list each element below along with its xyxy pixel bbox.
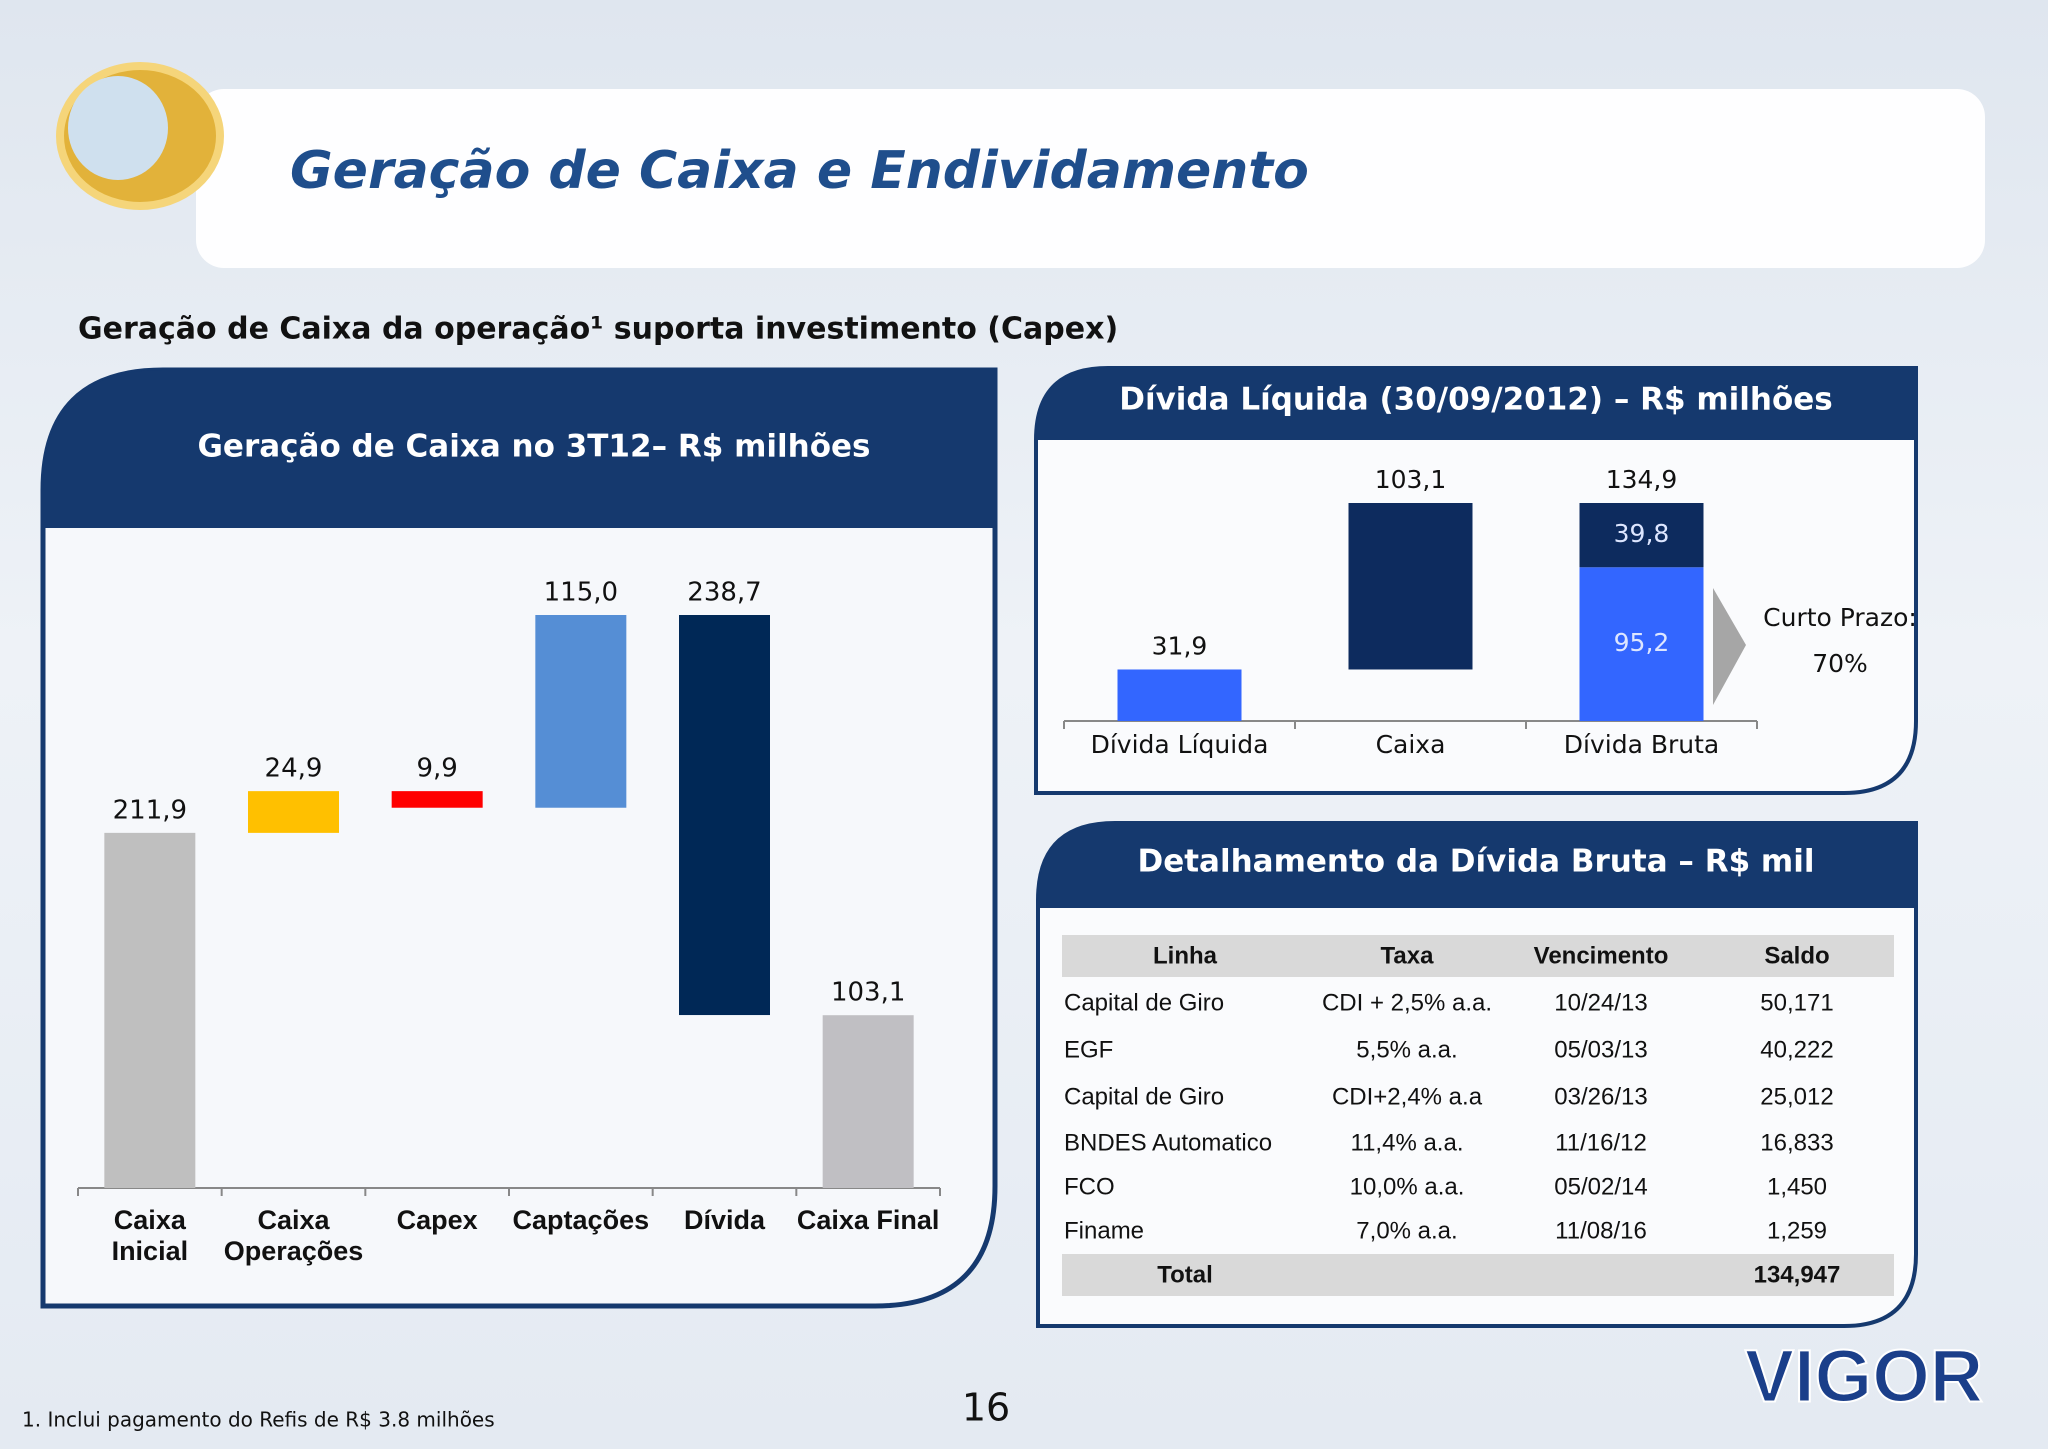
table-total-label: Total (1157, 1261, 1213, 1288)
table-cell: 03/26/13 (1554, 1083, 1647, 1110)
table-header: Saldo (1764, 942, 1829, 969)
value-label: 9,9 (416, 754, 457, 784)
table-cell: 05/03/13 (1554, 1036, 1647, 1063)
slide-title: Geração de Caixa e Endividamento (290, 141, 1309, 201)
table-header-bg (1062, 935, 1894, 977)
table-title: Detalhamento da Dívida Bruta – R$ mil (1137, 844, 1814, 880)
left-panel-header (43, 370, 995, 528)
annotation-label: Curto Prazo: (1763, 603, 1917, 632)
table-cell: 1,450 (1767, 1173, 1827, 1200)
bar (1579, 503, 1704, 568)
value-label: 95,2 (1614, 628, 1670, 657)
value-label: 103,1 (1375, 465, 1447, 494)
table-cell: BNDES Automatico (1064, 1129, 1272, 1156)
value-label: 39,8 (1614, 519, 1670, 548)
annotation-arrow (1713, 588, 1746, 705)
chart-title: Geração de Caixa no 3T12– R$ milhões (197, 429, 870, 465)
table-cell: EGF (1064, 1036, 1113, 1063)
chart-title: Dívida Líquida (30/09/2012) – R$ milhões (1119, 382, 1833, 418)
table-header: Vencimento (1534, 942, 1669, 969)
table-header: Taxa (1381, 942, 1435, 969)
bar (1117, 669, 1242, 721)
x-tick-label: Dívida Líquida (1091, 730, 1269, 759)
bar (1348, 503, 1473, 670)
bar (248, 791, 339, 833)
value-label: 24,9 (265, 754, 323, 784)
value-label: 211,9 (113, 795, 187, 825)
bar (535, 615, 627, 808)
total-label: 134,9 (1606, 465, 1678, 494)
x-tick-label: Capex (396, 1205, 478, 1235)
table-cell: 7,0% a.a. (1356, 1217, 1457, 1244)
x-tick-label: Dívida Bruta (1564, 730, 1719, 759)
right-bottom-header (1038, 823, 1916, 908)
table-cell: 10/24/13 (1554, 989, 1647, 1016)
table-cell: 10,0% a.a. (1350, 1173, 1465, 1200)
table-cell: 50,171 (1760, 989, 1833, 1016)
table-cell: 11,4% a.a. (1351, 1129, 1464, 1156)
annotation-value: 70% (1812, 649, 1868, 678)
table-cell: 5,5% a.a. (1356, 1036, 1457, 1063)
x-tick-label: Caixa Inicial (111, 1205, 189, 1266)
bar (104, 832, 196, 1188)
table-cell: 1,259 (1767, 1217, 1827, 1244)
logo: VIGOR (1745, 1335, 1983, 1418)
x-tick-label: Dívida (683, 1205, 766, 1235)
table-cell: Capital de Giro (1064, 989, 1224, 1016)
table-cell: CDI+2,4% a.a (1332, 1083, 1483, 1110)
bar (679, 615, 770, 1016)
table-cell: FCO (1064, 1173, 1115, 1200)
bar (1579, 567, 1704, 721)
table-cell: 11/08/16 (1555, 1217, 1647, 1244)
bar (822, 1015, 914, 1188)
table-cell: Capital de Giro (1064, 1083, 1224, 1110)
logo-product-lid (68, 76, 168, 180)
right-top-header (1036, 368, 1916, 440)
table-total-bg (1062, 1254, 1894, 1296)
value-label: 238,7 (687, 578, 761, 608)
table-header: Linha (1153, 942, 1218, 969)
x-tick-label: Captações (512, 1205, 650, 1235)
value-label: 31,9 (1152, 631, 1208, 660)
x-tick-label: Caixa Final (796, 1205, 940, 1235)
table-cell: 16,833 (1760, 1129, 1833, 1156)
table-cell: Finame (1064, 1217, 1144, 1244)
table-cell: 11/16/12 (1555, 1129, 1647, 1156)
x-tick-label: Caixa (1376, 730, 1446, 759)
page-number: 16 (962, 1386, 1010, 1430)
table-total-value: 134,947 (1754, 1261, 1841, 1288)
table-cell: 25,012 (1760, 1083, 1833, 1110)
x-tick-label: Caixa Operações (223, 1205, 364, 1266)
table-cell: 05/02/14 (1554, 1173, 1647, 1200)
value-label: 115,0 (544, 578, 618, 608)
bar (391, 791, 483, 808)
table-cell: CDI + 2,5% a.a. (1322, 989, 1492, 1016)
subtitle: Geração de Caixa da operação¹ suporta in… (78, 312, 1118, 347)
table-cell: 40,222 (1760, 1036, 1833, 1063)
header-band (196, 89, 1985, 268)
footnote: 1. Inclui pagamento do Refis de R$ 3.8 m… (22, 1408, 495, 1432)
value-label: 103,1 (831, 978, 905, 1008)
